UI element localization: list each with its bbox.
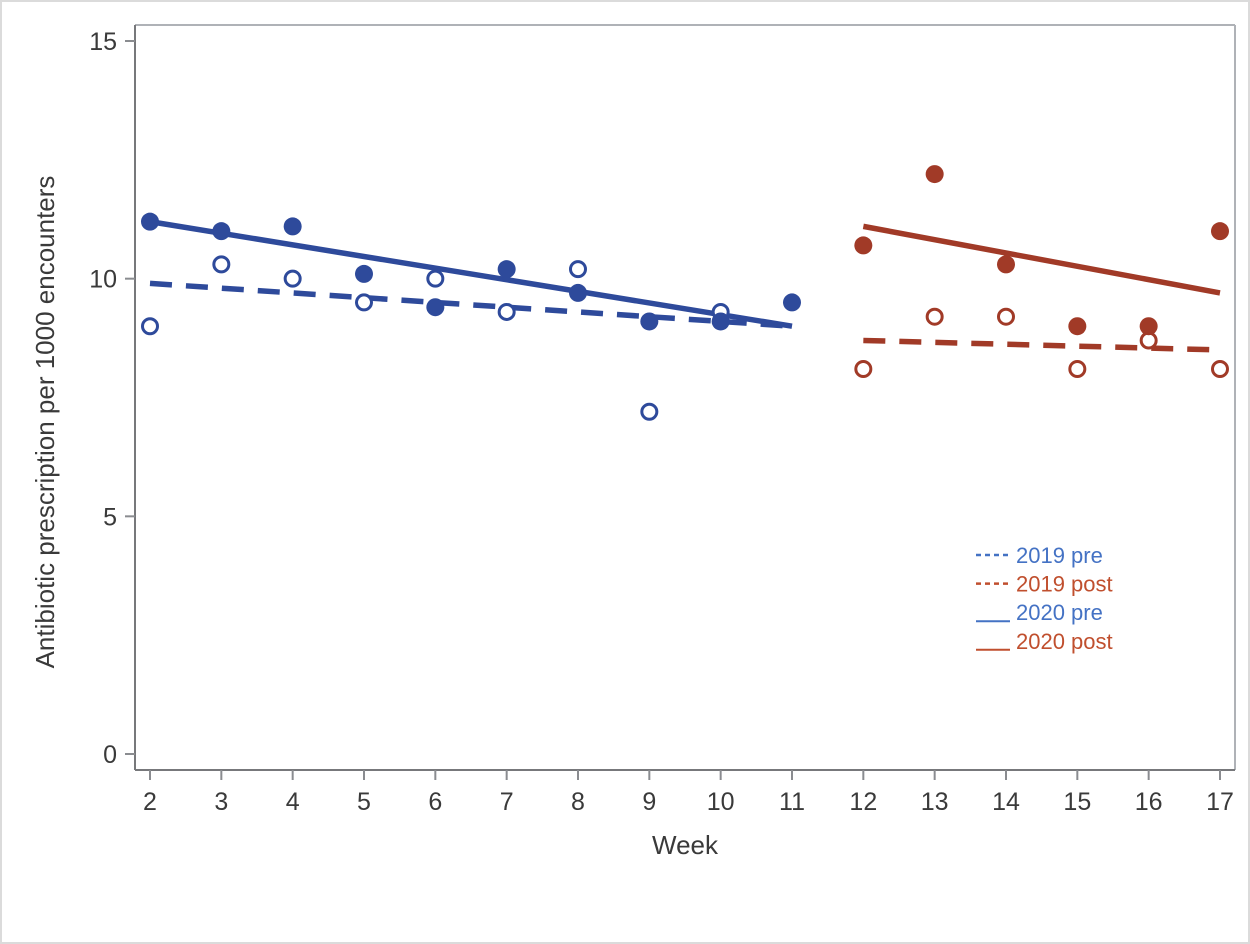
x-tick-label: 16 bbox=[1135, 788, 1163, 816]
x-tick-label: 14 bbox=[992, 788, 1020, 816]
point-2020-post-week-16 bbox=[1139, 317, 1158, 336]
legend-label: 2020 post bbox=[1016, 629, 1113, 654]
point-2020-pre-week-10 bbox=[711, 312, 730, 331]
x-tick-label: 10 bbox=[707, 788, 735, 816]
y-tick-label: 5 bbox=[103, 503, 117, 531]
trendline-2020-post bbox=[862, 223, 1221, 296]
x-tick-label: 17 bbox=[1206, 788, 1234, 816]
legend-item-2020-pre: 2020 pre bbox=[976, 600, 1103, 625]
point-2020-pre-week-2 bbox=[141, 212, 159, 231]
point-2019-post-week-13 bbox=[925, 307, 944, 326]
trendline-2019-post bbox=[863, 337, 1221, 353]
x-tick-label: 7 bbox=[500, 788, 514, 816]
point-2019-pre-week-5 bbox=[354, 293, 373, 312]
x-tick-label: 2 bbox=[143, 788, 157, 816]
x-tick-label: 13 bbox=[921, 788, 949, 816]
point-2020-pre-week-9 bbox=[640, 312, 659, 331]
point-2019-pre-week-6 bbox=[426, 269, 445, 288]
point-2020-pre-week-3 bbox=[212, 222, 231, 241]
x-tick-label: 4 bbox=[286, 788, 300, 816]
point-2020-pre-week-5 bbox=[354, 264, 373, 283]
x-tick-label: 6 bbox=[428, 788, 442, 816]
point-2019-pre-week-4 bbox=[283, 269, 302, 288]
x-tick-label: 12 bbox=[849, 788, 877, 816]
point-2019-post-week-12 bbox=[854, 359, 873, 378]
x-tick-label: 15 bbox=[1063, 788, 1091, 816]
point-2020-post-week-14 bbox=[996, 255, 1015, 274]
point-2019-pre-week-7 bbox=[497, 302, 516, 321]
point-2019-pre-week-3 bbox=[212, 255, 231, 274]
trendlines bbox=[149, 218, 1221, 353]
x-tick-label: 3 bbox=[214, 788, 228, 816]
point-2019-post-week-14 bbox=[996, 307, 1015, 326]
plot-frame bbox=[134, 24, 1236, 771]
point-2020-pre-week-8 bbox=[568, 283, 587, 302]
y-tick-label: 0 bbox=[103, 741, 117, 769]
y-axis-title: Antibiotic prescription per 1000 encount… bbox=[30, 176, 60, 669]
point-2019-post-week-16 bbox=[1139, 331, 1158, 350]
point-2019-pre-week-2 bbox=[141, 317, 159, 336]
scatter-points bbox=[141, 165, 1229, 421]
legend-label: 2020 pre bbox=[1016, 600, 1103, 625]
trendline-2019-pre bbox=[149, 280, 793, 329]
x-axis-title: Week bbox=[652, 830, 719, 860]
point-2020-pre-week-11 bbox=[782, 293, 801, 312]
y-tick-label: 15 bbox=[89, 28, 117, 56]
point-2020-pre-week-4 bbox=[283, 217, 302, 236]
legend-label: 2019 post bbox=[1016, 572, 1113, 597]
x-tick-label: 5 bbox=[357, 788, 371, 816]
point-2020-post-week-15 bbox=[1068, 317, 1087, 336]
legend-item-2019-post: 2019 post bbox=[976, 572, 1113, 597]
x-tick-label: 11 bbox=[779, 788, 805, 816]
point-2020-post-week-12 bbox=[854, 236, 873, 255]
x-tick-label: 8 bbox=[571, 788, 585, 816]
trendline-2020-pre bbox=[149, 218, 793, 329]
point-2019-post-week-15 bbox=[1068, 359, 1087, 378]
point-2020-post-week-17 bbox=[1210, 222, 1229, 241]
point-2020-pre-week-7 bbox=[497, 260, 516, 279]
point-2020-post-week-13 bbox=[925, 165, 944, 184]
point-2019-post-week-17 bbox=[1210, 359, 1229, 378]
legend-item-2020-post: 2020 post bbox=[976, 629, 1113, 654]
point-2020-pre-week-6 bbox=[426, 298, 445, 317]
point-2019-pre-week-8 bbox=[568, 260, 587, 279]
x-tick-label: 9 bbox=[642, 788, 656, 816]
point-2019-pre-week-9 bbox=[640, 402, 659, 421]
legend-item-2019-pre: 2019 pre bbox=[976, 543, 1103, 568]
axis-ticks: 0 5 10 15 2 3 4 5 6 7 8 9 10 11 12 13 14 15 16 17 bbox=[89, 28, 1234, 816]
chart-legend: 2019 pre 2019 post 2020 pre 2020 post bbox=[976, 543, 1113, 654]
y-tick-label: 10 bbox=[89, 266, 117, 294]
legend-label: 2019 pre bbox=[1016, 543, 1103, 568]
